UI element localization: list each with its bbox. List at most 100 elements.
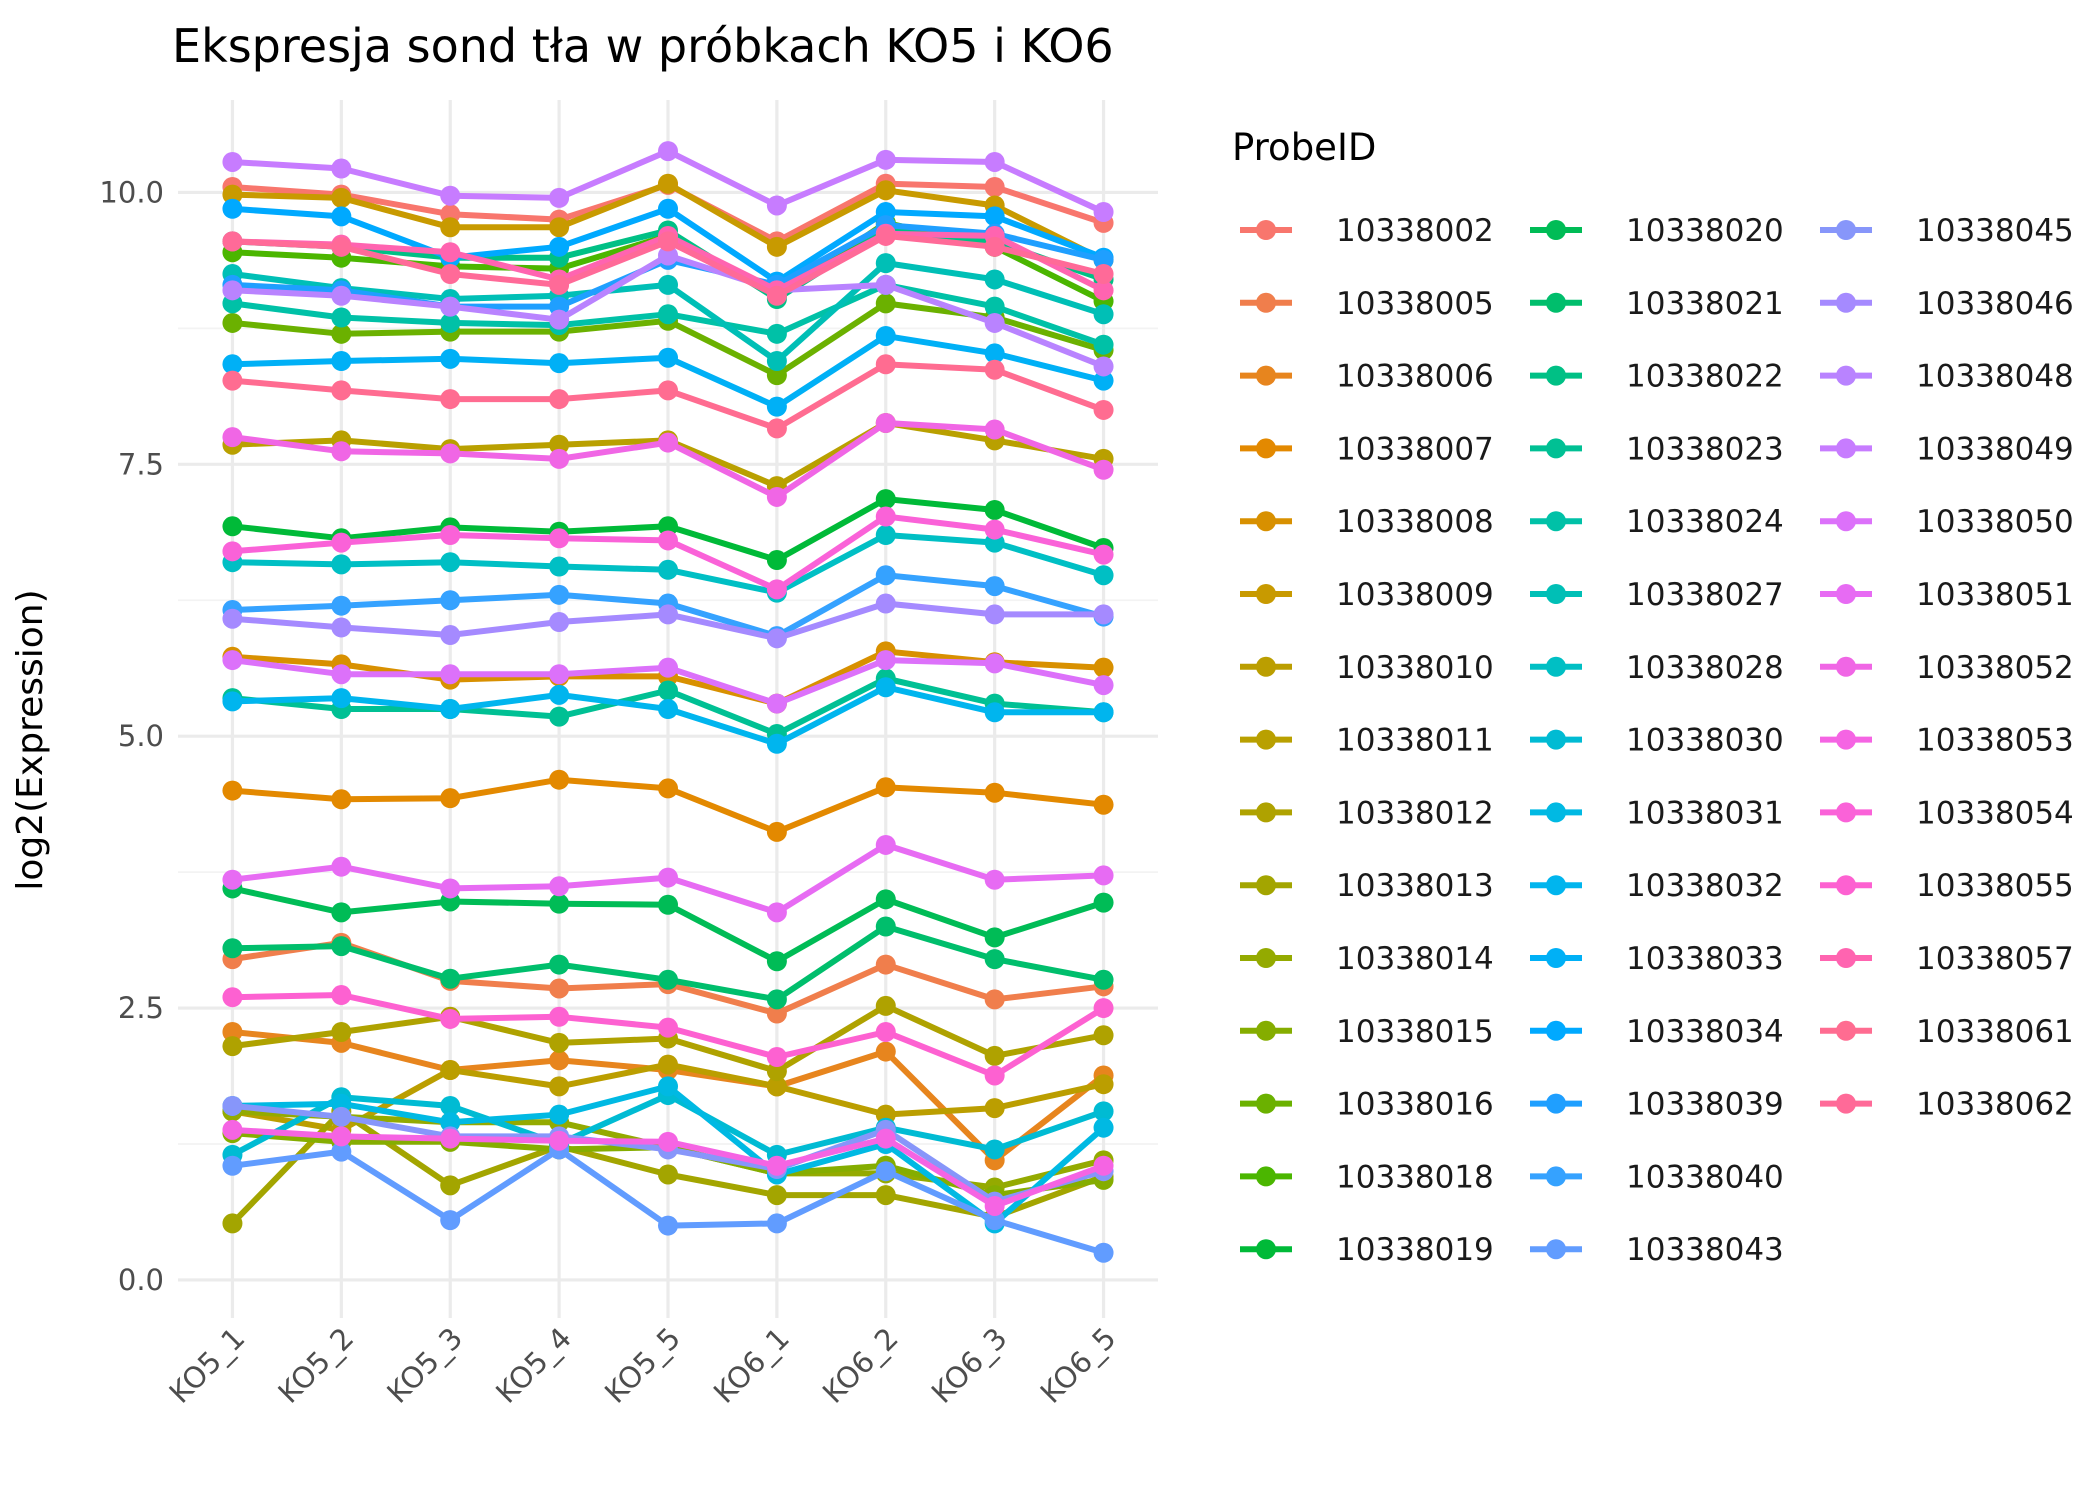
x-axis-ticks: KO5_1 KO5_2 KO5_3 KO5_4 KO5_5 KO6_1 KO6_2 KO6_3… (163, 1321, 1123, 1410)
data-point (331, 617, 352, 638)
legend-item: 10338033 (1530, 941, 1784, 977)
series-10338027 (222, 253, 1114, 371)
legend-label: 10338010 (1336, 650, 1494, 686)
data-point (875, 325, 896, 346)
data-point (658, 245, 678, 266)
series-10338053 (222, 1119, 1114, 1216)
data-point (984, 782, 1005, 803)
legend-item: 10338019 (1240, 1232, 1494, 1268)
series-10338054 (222, 506, 1114, 600)
data-point (658, 141, 678, 162)
legend-key-point (1836, 656, 1856, 677)
data-point (984, 702, 1005, 723)
series-10338032 (222, 677, 1114, 754)
data-point (1093, 280, 1114, 301)
data-point (1093, 264, 1114, 284)
data-point (549, 706, 570, 727)
legend-label: 10338016 (1336, 1087, 1494, 1123)
data-point (1093, 1101, 1114, 1122)
legend-item: 10338030 (1530, 723, 1784, 759)
legend-label: 10338032 (1626, 868, 1784, 904)
legend-label: 10338030 (1626, 723, 1784, 759)
data-point (549, 556, 570, 577)
data-point (222, 231, 243, 252)
legend-title: ProbeID (1232, 126, 1376, 169)
legend-label: 10338055 (1916, 868, 2074, 904)
y-tick-label: 10.0 (99, 175, 164, 209)
data-point (1093, 356, 1114, 377)
legend-label: 10338062 (1916, 1087, 2074, 1123)
legend-item: 10338012 (1240, 795, 1494, 831)
data-point (875, 180, 896, 201)
data-point (766, 236, 787, 257)
data-point (331, 1021, 352, 1042)
data-point (1093, 249, 1114, 270)
data-point (875, 412, 896, 433)
legend-item: 10338009 (1240, 577, 1494, 613)
data-point (766, 693, 787, 714)
data-point (984, 949, 1005, 970)
legend-key-point (1546, 656, 1566, 677)
data-point (658, 559, 678, 580)
data-point (658, 969, 678, 990)
data-point (222, 184, 243, 205)
legend-item: 10338050 (1820, 504, 2074, 540)
data-point (549, 954, 570, 975)
legend-label: 10338053 (1916, 723, 2074, 759)
x-tick-label: KO6_5 (1034, 1321, 1123, 1410)
data-point (658, 516, 678, 537)
legend-label: 10338023 (1626, 431, 1784, 467)
series-10338049 (222, 141, 1114, 223)
data-point (875, 274, 896, 295)
legend-label: 10338057 (1916, 941, 2074, 977)
data-point (1093, 998, 1114, 1019)
data-point (766, 1047, 787, 1067)
data-point (658, 198, 678, 219)
legend-key-point (1256, 948, 1276, 968)
data-point (549, 448, 570, 469)
x-tick-label: KO5_1 (163, 1321, 252, 1410)
data-point (1093, 304, 1114, 325)
data-point (984, 519, 1005, 540)
legend-item: 10338010 (1240, 650, 1494, 686)
data-point (875, 593, 896, 614)
data-point (984, 653, 1005, 674)
data-point (875, 525, 896, 545)
data-point (440, 552, 461, 573)
data-point (875, 489, 896, 510)
legend-key-point (1836, 948, 1856, 968)
legend-item: 10338006 (1240, 359, 1494, 395)
data-point (1093, 865, 1114, 886)
x-tick-label: KO5_3 (380, 1321, 469, 1410)
series-10338062 (222, 225, 1114, 306)
legend-key-point (1546, 438, 1566, 459)
legend-label: 10338034 (1626, 1014, 1784, 1050)
legend-key-point (1546, 220, 1566, 240)
data-point (875, 506, 896, 527)
series-10338021 (222, 916, 1114, 1010)
data-point (222, 869, 243, 890)
data-point (549, 528, 570, 549)
data-point (766, 365, 787, 386)
legend-item: 10338040 (1530, 1159, 1784, 1195)
data-point (222, 1095, 243, 1116)
legend-item: 10338053 (1820, 723, 2074, 759)
data-point (331, 902, 352, 923)
legend-key-point (1256, 365, 1276, 386)
legend-label: 10338012 (1336, 795, 1494, 831)
legend-item: 10338015 (1240, 1014, 1494, 1050)
data-point (331, 789, 352, 810)
y-tick-label: 0.0 (118, 1263, 164, 1297)
data-point (440, 625, 461, 646)
data-point (549, 1130, 570, 1151)
data-point (984, 177, 1005, 197)
legend-key-point (1836, 1020, 1856, 1041)
data-point (875, 225, 896, 246)
data-point (440, 264, 461, 284)
data-point (875, 354, 896, 375)
data-point (984, 927, 1005, 948)
data-point (331, 1106, 352, 1127)
data-point (1093, 399, 1114, 420)
legend-item: 10338011 (1240, 723, 1494, 759)
